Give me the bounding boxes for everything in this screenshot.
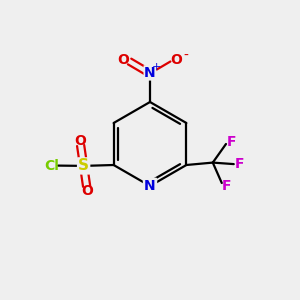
Text: O: O <box>81 184 93 198</box>
Text: +: + <box>152 61 161 72</box>
Text: O: O <box>118 53 130 67</box>
Text: O: O <box>170 53 182 67</box>
Text: F: F <box>221 179 231 193</box>
Text: N: N <box>144 179 156 193</box>
Text: N: N <box>144 66 156 80</box>
Text: O: O <box>74 134 86 148</box>
Text: F: F <box>226 135 236 149</box>
Text: F: F <box>235 157 244 171</box>
Text: Cl: Cl <box>44 159 59 172</box>
Text: -: - <box>183 49 188 63</box>
Text: S: S <box>78 158 89 173</box>
